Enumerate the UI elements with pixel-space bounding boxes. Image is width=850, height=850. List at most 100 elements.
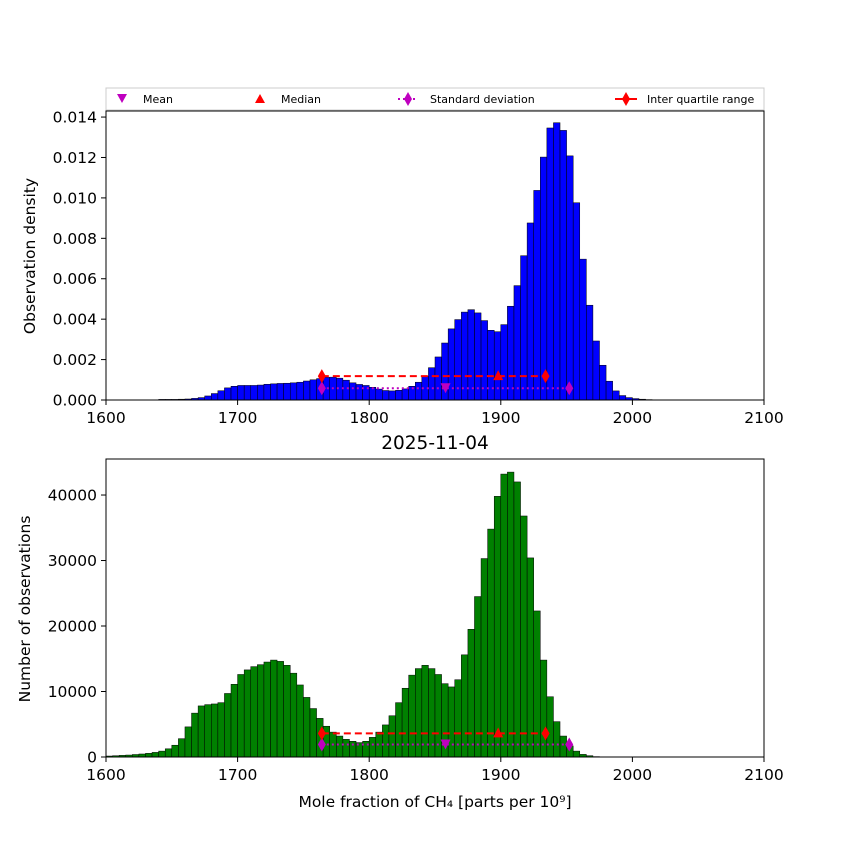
legend-frame bbox=[105, 87, 765, 111]
count-bar bbox=[342, 739, 350, 758]
count-bar bbox=[309, 708, 317, 758]
legend-mean-label: Mean bbox=[143, 93, 173, 106]
count-bar bbox=[164, 748, 173, 758]
density-bar bbox=[211, 393, 219, 401]
density-bar bbox=[342, 379, 350, 401]
count-x-tick-label: 2000 bbox=[613, 766, 652, 784]
density-bar bbox=[375, 388, 383, 401]
density-x-tick-label: 1700 bbox=[218, 409, 257, 427]
density-y-tick-label: 0.012 bbox=[53, 149, 97, 167]
density-y-tick-label: 0.008 bbox=[53, 230, 97, 248]
count-bar bbox=[237, 674, 245, 758]
count-x-tick-label: 1700 bbox=[218, 766, 257, 784]
density-bar bbox=[493, 331, 502, 401]
density-y-tick-label: 0.002 bbox=[53, 351, 97, 369]
count-bar bbox=[546, 696, 554, 758]
count-bar bbox=[533, 610, 541, 758]
density-bar bbox=[382, 390, 390, 401]
count-bar bbox=[487, 528, 495, 758]
density-bar bbox=[507, 305, 515, 401]
density-bar bbox=[415, 381, 423, 401]
density-std-marker bbox=[317, 381, 326, 396]
density-bar bbox=[217, 390, 225, 401]
density-bar bbox=[592, 340, 600, 401]
count-bar bbox=[224, 693, 232, 758]
count-bar bbox=[217, 702, 225, 758]
count-bar bbox=[204, 704, 212, 758]
count-bar bbox=[151, 752, 159, 758]
density-bar bbox=[296, 381, 304, 401]
density-bar bbox=[553, 122, 561, 401]
count-bar bbox=[257, 664, 265, 758]
count-y-tick-label: 40000 bbox=[48, 487, 97, 505]
count-bar bbox=[178, 738, 186, 758]
density-bar bbox=[618, 395, 627, 401]
density-bar bbox=[599, 364, 607, 401]
count-bar bbox=[513, 481, 521, 758]
density-bar bbox=[224, 387, 232, 401]
count-bar bbox=[296, 684, 304, 758]
count-x-axis-label: Mole fraction of CH₄ [parts per 10⁹] bbox=[298, 793, 571, 811]
count-bar bbox=[500, 473, 508, 758]
density-bar bbox=[349, 382, 357, 401]
count-bar bbox=[283, 665, 291, 758]
density-bar bbox=[263, 383, 271, 401]
density-bar bbox=[540, 156, 548, 401]
count-bar bbox=[388, 715, 396, 758]
count-x-tick-label: 1900 bbox=[481, 766, 520, 784]
density-x-tick-label: 1600 bbox=[86, 409, 125, 427]
density-bar bbox=[283, 382, 291, 401]
legend: Mean Median Standard deviation Inter qua… bbox=[105, 87, 765, 111]
density-mean-marker bbox=[440, 383, 451, 394]
density-y-tick-label: 0.014 bbox=[53, 109, 97, 127]
count-bar bbox=[375, 731, 383, 758]
count-y-axis-label: Number of observations bbox=[16, 516, 34, 703]
density-bar bbox=[605, 380, 613, 401]
legend-iqr-marker bbox=[622, 92, 630, 106]
count-bar bbox=[368, 737, 377, 758]
density-bar bbox=[257, 384, 265, 401]
density-bar bbox=[289, 382, 298, 401]
density-y-tick-label: 0.000 bbox=[53, 392, 97, 410]
density-bar bbox=[559, 130, 567, 401]
density-y-axis-label: Observation density bbox=[21, 178, 39, 334]
count-x-tick-label: 1800 bbox=[349, 766, 388, 784]
count-bar bbox=[250, 666, 258, 758]
density-bar bbox=[500, 324, 508, 401]
density-bar bbox=[526, 222, 534, 401]
count-bar bbox=[572, 750, 581, 758]
density-bar bbox=[474, 312, 482, 401]
density-bar bbox=[487, 330, 495, 401]
count-bar bbox=[171, 744, 179, 758]
count-bar bbox=[243, 669, 252, 758]
density-bar bbox=[276, 383, 284, 401]
count-y-tick-label: 0 bbox=[87, 749, 97, 767]
count-bar bbox=[395, 702, 403, 758]
count-y-tick-label: 20000 bbox=[48, 618, 97, 636]
density-bar bbox=[566, 155, 574, 401]
count-bar bbox=[197, 705, 205, 758]
count-iqr-marker bbox=[317, 726, 326, 741]
density-iqr-marker bbox=[317, 369, 326, 384]
density-bar bbox=[237, 385, 245, 401]
count-bar bbox=[428, 668, 436, 758]
count-bar bbox=[447, 686, 455, 758]
density-bar bbox=[520, 255, 528, 401]
density-bar bbox=[461, 311, 469, 401]
density-bar bbox=[355, 384, 363, 401]
count-bar bbox=[493, 496, 502, 758]
density-y-tick-label: 0.010 bbox=[53, 189, 97, 207]
density-bar bbox=[572, 202, 581, 401]
density-bar bbox=[579, 258, 587, 401]
density-bar bbox=[467, 309, 475, 401]
count-bar bbox=[184, 726, 192, 758]
count-bar bbox=[507, 471, 515, 758]
density-bar bbox=[434, 356, 442, 401]
count-median-marker bbox=[493, 727, 504, 738]
count-bar bbox=[230, 684, 238, 758]
count-bar bbox=[191, 712, 199, 758]
count-panel-title: 2025-11-04 bbox=[381, 433, 489, 454]
count-y-tick-label: 30000 bbox=[48, 552, 97, 570]
density-x-tick-label: 1800 bbox=[349, 409, 388, 427]
density-iqr-marker bbox=[541, 369, 550, 384]
